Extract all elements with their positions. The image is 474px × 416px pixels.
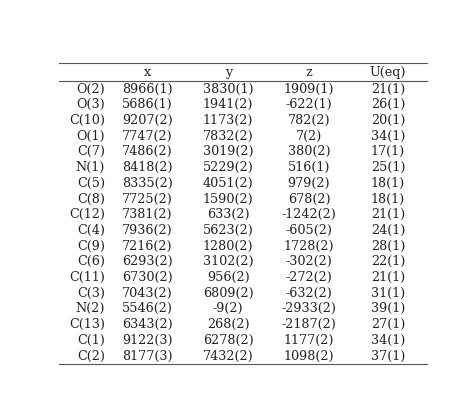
Text: N(1): N(1) (76, 161, 105, 174)
Text: C(1): C(1) (77, 334, 105, 347)
Text: 34(1): 34(1) (371, 334, 405, 347)
Text: 1941(2): 1941(2) (203, 98, 254, 111)
Text: C(13): C(13) (69, 318, 105, 331)
Text: C(10): C(10) (69, 114, 105, 127)
Text: C(12): C(12) (69, 208, 105, 221)
Text: 5686(1): 5686(1) (122, 98, 173, 111)
Text: C(8): C(8) (77, 193, 105, 206)
Text: -605(2): -605(2) (285, 224, 333, 237)
Text: 5623(2): 5623(2) (203, 224, 254, 237)
Text: C(2): C(2) (77, 349, 105, 362)
Text: 37(1): 37(1) (371, 349, 405, 362)
Text: C(3): C(3) (77, 287, 105, 300)
Text: 7486(2): 7486(2) (122, 146, 173, 158)
Text: -2933(2): -2933(2) (282, 302, 337, 315)
Text: 380(2): 380(2) (288, 146, 330, 158)
Text: 7725(2): 7725(2) (122, 193, 173, 206)
Text: 7216(2): 7216(2) (122, 240, 173, 253)
Text: -302(2): -302(2) (286, 255, 332, 268)
Text: 7043(2): 7043(2) (122, 287, 173, 300)
Text: 25(1): 25(1) (371, 161, 405, 174)
Text: 6293(2): 6293(2) (122, 255, 173, 268)
Text: 21(1): 21(1) (371, 83, 405, 96)
Text: 8177(3): 8177(3) (122, 349, 173, 362)
Text: C(4): C(4) (77, 224, 105, 237)
Text: 8335(2): 8335(2) (122, 177, 173, 190)
Text: 979(2): 979(2) (288, 177, 330, 190)
Text: 7(2): 7(2) (296, 130, 322, 143)
Text: C(6): C(6) (77, 255, 105, 268)
Text: -272(2): -272(2) (286, 271, 332, 284)
Text: -9(2): -9(2) (213, 302, 244, 315)
Text: 7747(2): 7747(2) (122, 130, 173, 143)
Text: 678(2): 678(2) (288, 193, 330, 206)
Text: N(2): N(2) (76, 302, 105, 315)
Text: 26(1): 26(1) (371, 98, 405, 111)
Text: 4051(2): 4051(2) (203, 177, 254, 190)
Text: 1098(2): 1098(2) (284, 349, 334, 362)
Text: 633(2): 633(2) (207, 208, 249, 221)
Text: 20(1): 20(1) (371, 114, 405, 127)
Text: y: y (225, 66, 232, 79)
Text: 6809(2): 6809(2) (203, 287, 254, 300)
Text: C(9): C(9) (77, 240, 105, 253)
Text: 1173(2): 1173(2) (203, 114, 254, 127)
Text: 31(1): 31(1) (371, 287, 405, 300)
Text: 6343(2): 6343(2) (122, 318, 173, 331)
Text: 9122(3): 9122(3) (122, 334, 173, 347)
Text: 3102(2): 3102(2) (203, 255, 254, 268)
Text: C(7): C(7) (77, 146, 105, 158)
Text: 516(1): 516(1) (288, 161, 330, 174)
Text: 7832(2): 7832(2) (203, 130, 254, 143)
Text: O(3): O(3) (76, 98, 105, 111)
Text: 1280(2): 1280(2) (203, 240, 254, 253)
Text: 21(1): 21(1) (371, 271, 405, 284)
Text: 7936(2): 7936(2) (122, 224, 173, 237)
Text: 6730(2): 6730(2) (122, 271, 173, 284)
Text: 5229(2): 5229(2) (203, 161, 254, 174)
Text: x: x (144, 66, 151, 79)
Text: -622(1): -622(1) (286, 98, 332, 111)
Text: C(11): C(11) (69, 271, 105, 284)
Text: C(5): C(5) (77, 177, 105, 190)
Text: 268(2): 268(2) (207, 318, 249, 331)
Text: 34(1): 34(1) (371, 130, 405, 143)
Text: 22(1): 22(1) (371, 255, 405, 268)
Text: 39(1): 39(1) (371, 302, 405, 315)
Text: 956(2): 956(2) (207, 271, 250, 284)
Text: 3830(1): 3830(1) (203, 83, 254, 96)
Text: 1728(2): 1728(2) (284, 240, 334, 253)
Text: 17(1): 17(1) (371, 146, 405, 158)
Text: 1177(2): 1177(2) (284, 334, 334, 347)
Text: 7381(2): 7381(2) (122, 208, 173, 221)
Text: 782(2): 782(2) (288, 114, 330, 127)
Text: -1242(2): -1242(2) (282, 208, 337, 221)
Text: 9207(2): 9207(2) (122, 114, 173, 127)
Text: z: z (306, 66, 312, 79)
Text: O(1): O(1) (76, 130, 105, 143)
Text: 8966(1): 8966(1) (122, 83, 173, 96)
Text: 7432(2): 7432(2) (203, 349, 254, 362)
Text: 18(1): 18(1) (371, 177, 405, 190)
Text: 3019(2): 3019(2) (203, 146, 254, 158)
Text: 18(1): 18(1) (371, 193, 405, 206)
Text: 6278(2): 6278(2) (203, 334, 254, 347)
Text: -632(2): -632(2) (286, 287, 332, 300)
Text: U(eq): U(eq) (370, 66, 406, 79)
Text: O(2): O(2) (76, 83, 105, 96)
Text: 24(1): 24(1) (371, 224, 405, 237)
Text: 28(1): 28(1) (371, 240, 405, 253)
Text: 21(1): 21(1) (371, 208, 405, 221)
Text: 1590(2): 1590(2) (203, 193, 254, 206)
Text: 27(1): 27(1) (371, 318, 405, 331)
Text: 1909(1): 1909(1) (284, 83, 334, 96)
Text: -2187(2): -2187(2) (282, 318, 337, 331)
Text: 8418(2): 8418(2) (122, 161, 173, 174)
Text: 5546(2): 5546(2) (122, 302, 173, 315)
